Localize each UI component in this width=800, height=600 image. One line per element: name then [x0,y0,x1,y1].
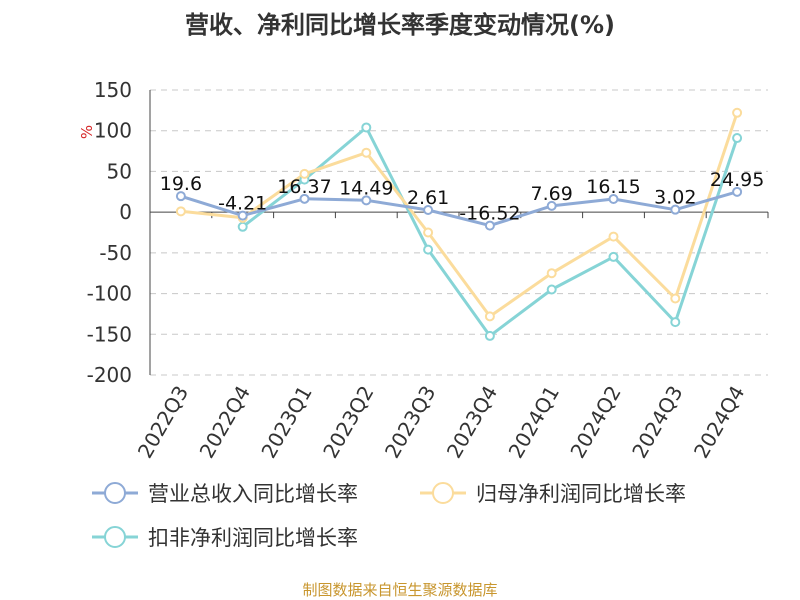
x-tick-label: 2023Q4 [442,382,502,463]
data-point [175,191,186,202]
data-point [361,147,372,158]
data-point [423,244,434,255]
x-tick-label: 2022Q3 [133,382,193,463]
y-axis-unit: % [78,125,96,139]
data-point [299,193,310,204]
series-line [241,126,739,338]
data-label: 16.37 [277,176,331,198]
y-tick-label: -50 [99,241,132,265]
data-label: 3.02 [654,187,696,209]
data-point [546,284,557,295]
data-point [608,193,619,204]
data-point [423,227,434,238]
data-label: -4.21 [218,193,267,215]
data-point [732,107,743,118]
y-tick-label: 150 [94,78,132,102]
legend-marker [432,482,454,504]
y-tick-label: 100 [94,119,132,143]
data-label: -16.52 [459,203,520,225]
data-point [670,293,681,304]
data-point [484,330,495,341]
data-label: 14.49 [339,177,393,199]
x-tick-label: 2024Q3 [627,382,687,463]
data-point [361,195,372,206]
y-axis: 150 100 50 0 -50 -100 -150 -200 [87,78,151,387]
x-tick-label: 2023Q2 [318,382,378,463]
chart-title: 营收、净利同比增长率季度变动情况(%) [185,11,615,39]
legend-label: 营业总收入同比增长率 [148,482,358,506]
x-tick-label: 2024Q2 [565,382,625,463]
data-point [732,133,743,144]
grid [150,89,768,376]
data-point [608,231,619,242]
data-point [484,220,495,231]
x-tick-label: 2023Q1 [256,382,316,463]
data-label: 16.15 [586,176,640,198]
data-label: 19.6 [160,173,202,195]
legend-item: 归母净利润同比增长率 [420,482,686,506]
data-point [361,122,372,133]
data-label: 24.95 [710,169,764,191]
series-line [180,112,739,318]
legend-label: 扣非净利润同比增长率 [148,526,358,550]
legend-marker [104,482,126,504]
data-point [237,210,248,221]
data-point [670,317,681,328]
legend-item: 营业总收入同比增长率 [92,482,358,506]
y-tick-label: -200 [87,363,132,387]
data-point [237,221,248,232]
data-point [608,251,619,262]
data-point [423,205,434,216]
y-tick-label: 50 [107,159,132,183]
data-point [670,204,681,215]
y-tick-label: -100 [87,282,132,306]
legend-item: 扣非净利润同比增长率 [92,526,358,550]
data-point [546,200,557,211]
x-tick-label: 2024Q1 [504,382,564,463]
source-note: 制图数据来自恒生聚源数据库 [302,581,497,599]
series-group [175,107,743,341]
x-axis: 2022Q3 2022Q4 2023Q1 2023Q2 2023Q3 2023Q4 2024… [133,211,769,463]
data-point [732,186,743,197]
series-line [180,190,738,228]
legend-marker [104,526,126,548]
legend-label: 归母净利润同比增长率 [476,482,686,506]
y-tick-label: 0 [119,200,132,224]
y-tick-label: -150 [87,322,132,346]
data-label: 2.61 [407,187,449,209]
data-point [484,311,495,322]
data-label: 7.69 [531,183,573,205]
data-point [299,168,310,179]
x-tick-label: 2023Q3 [380,381,440,462]
x-tick-label: 2022Q4 [195,382,255,463]
data-point [546,268,557,279]
x-tick-label: 2024Q4 [689,382,749,463]
data-labels: 19.6 -4.21 16.37 14.49 2.61 -16.52 7.69 16.15 3.… [160,169,765,225]
data-point [175,206,186,217]
